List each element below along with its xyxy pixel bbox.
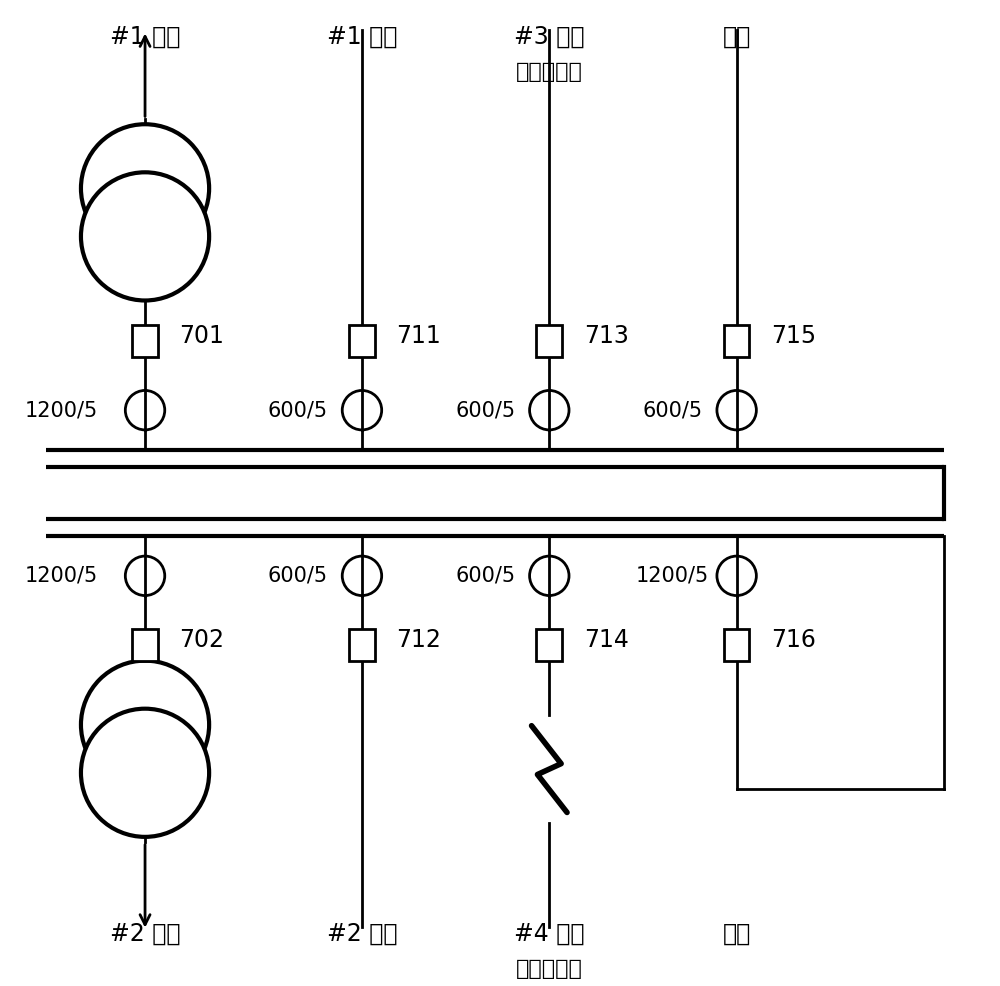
Text: 600/5: 600/5 xyxy=(268,400,328,420)
Circle shape xyxy=(717,390,756,430)
Text: （小火电）: （小火电） xyxy=(516,959,583,979)
Text: 1200/5: 1200/5 xyxy=(636,566,709,586)
Circle shape xyxy=(530,390,569,430)
Circle shape xyxy=(717,556,756,596)
Bar xyxy=(536,629,562,661)
Bar xyxy=(724,325,749,357)
Text: 600/5: 600/5 xyxy=(268,566,328,586)
Text: 711: 711 xyxy=(396,324,441,348)
Circle shape xyxy=(81,173,209,301)
Circle shape xyxy=(81,124,209,252)
Text: 备用: 备用 xyxy=(723,25,751,48)
Text: #4 线路: #4 线路 xyxy=(514,922,585,946)
Bar xyxy=(349,325,375,357)
Text: 716: 716 xyxy=(771,628,816,652)
Circle shape xyxy=(342,390,382,430)
Bar xyxy=(132,629,158,661)
Text: #3 线路: #3 线路 xyxy=(514,25,585,48)
Text: 715: 715 xyxy=(771,324,816,348)
Text: （小火电）: （小火电） xyxy=(516,62,583,82)
Text: 母联: 母联 xyxy=(723,922,751,946)
Circle shape xyxy=(530,556,569,596)
Text: 600/5: 600/5 xyxy=(455,566,515,586)
Bar xyxy=(724,629,749,661)
Text: 702: 702 xyxy=(180,628,225,652)
Circle shape xyxy=(81,661,209,789)
Circle shape xyxy=(125,556,165,596)
Text: 701: 701 xyxy=(180,324,224,348)
Text: #1 线路: #1 线路 xyxy=(327,25,397,48)
Circle shape xyxy=(81,709,209,837)
Text: 713: 713 xyxy=(584,324,629,348)
Text: #2 线路: #2 线路 xyxy=(327,922,397,946)
Text: 712: 712 xyxy=(396,628,441,652)
Text: 600/5: 600/5 xyxy=(642,400,703,420)
Text: #2 主变: #2 主变 xyxy=(110,922,180,946)
Bar xyxy=(536,325,562,357)
Bar xyxy=(132,325,158,357)
Text: 600/5: 600/5 xyxy=(455,400,515,420)
Circle shape xyxy=(125,390,165,430)
Text: 714: 714 xyxy=(584,628,629,652)
Text: #1 主变: #1 主变 xyxy=(110,25,180,48)
Bar xyxy=(349,629,375,661)
Text: 1200/5: 1200/5 xyxy=(25,400,98,420)
Text: 1200/5: 1200/5 xyxy=(25,566,98,586)
Circle shape xyxy=(342,556,382,596)
